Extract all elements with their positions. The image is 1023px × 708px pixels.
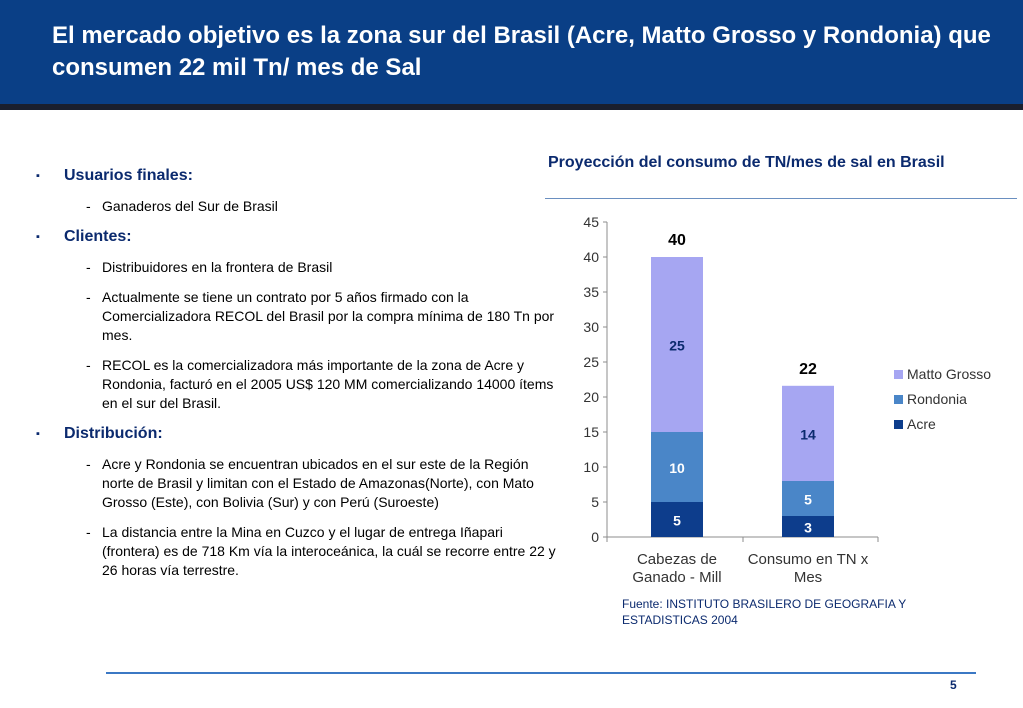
y-tick-label: 10 [583,459,599,475]
x-tick-label: Ganado - Mill [632,569,721,586]
bar-data-label: 25 [669,338,685,354]
bar-data-label: 10 [669,460,685,476]
slide-title: El mercado objetivo es la zona sur del B… [52,22,991,81]
sub-item-text: Actualmente se tiene un contrato por 5 a… [102,289,555,343]
section-heading: ▪ Usuarios finales: [36,166,556,185]
dash-marker: - [86,524,91,540]
sub-item: - Ganaderos del Sur de Brasil [36,197,556,216]
bullet-marker: ▪ [36,231,40,243]
section-heading-text: Distribución: [64,425,163,442]
sub-item-text: Ganaderos del Sur de Brasil [102,198,278,214]
dash-marker: - [86,289,91,305]
y-tick-label: 40 [583,249,599,265]
chart-title-divider [545,198,1017,199]
section-heading-text: Usuarios finales: [64,167,193,184]
legend-swatch [894,395,903,404]
sub-item-text: RECOL es la comercializadora más importa… [102,357,554,411]
legend-swatch [894,420,903,429]
sub-item-text: Acre y Rondonia se encuentran ubicados e… [102,456,534,510]
bar-segment-acre [782,516,834,537]
bar-segment-matto-grosso [782,385,834,481]
legend-label: Matto Grosso [907,366,991,382]
dash-marker: - [86,357,91,373]
dash-marker: - [86,259,91,275]
y-tick-label: 45 [583,214,599,230]
bar-segment-matto-grosso [651,257,703,432]
source-note: Fuente: INSTITUTO BRASILERO DE GEOGRAFIA… [622,597,907,627]
bar-data-label: 3 [804,520,812,536]
sub-item-text: Distribuidores en la frontera de Brasil [102,259,333,275]
sub-item: - RECOL es la comercializadora más import… [36,356,556,413]
y-tick-label: 0 [591,529,599,545]
y-tick-label: 35 [583,284,599,300]
bar-data-label: 5 [673,513,681,529]
bullet-marker: ▪ [36,428,40,440]
section-heading-text: Clientes: [64,228,132,245]
bullet-marker: ▪ [36,170,40,182]
y-tick-label: 30 [583,319,599,335]
dash-marker: - [86,456,91,472]
title-banner [0,0,1023,104]
chart-title: Proyección del consumo de TN/mes de sal … [548,154,945,171]
sub-item: - Acre y Rondonia se encuentran ubicados … [36,455,556,512]
legend-label: Rondonia [907,391,967,407]
footer-divider [106,672,976,674]
legend-label: Acre [907,416,936,432]
bullet-list: ▪ Usuarios finales: - Ganaderos del Sur de … [36,166,556,591]
x-tick-label: Consumo en TN x [748,551,869,568]
title-banner-underline [0,104,1023,110]
x-tick-label: Cabezas de [637,551,717,568]
section-heading: ▪ Clientes: [36,227,556,246]
y-tick-label: 5 [591,494,599,510]
bar-segment-acre [651,502,703,537]
legend-swatch [894,370,903,379]
bar-data-label: 5 [804,492,812,508]
y-tick-label: 25 [583,354,599,370]
sub-item: - Actualmente se tiene un contrato por 5 … [36,288,556,345]
y-tick-label: 15 [583,424,599,440]
y-tick-label: 20 [583,389,599,405]
bar-segment-rondonia [782,481,834,516]
page-number: 5 [950,678,957,692]
bar-segment-rondonia [651,432,703,502]
x-tick-label: Mes [794,569,822,586]
bar-data-label: 14 [800,426,816,442]
sub-item: - La distancia entre la Mina en Cuzco y e… [36,523,556,580]
dash-marker: - [86,198,91,214]
sub-item-text: La distancia entre la Mina en Cuzco y el… [102,524,556,578]
bar-total-label: 40 [668,232,686,249]
bar-total-label: 22 [799,361,817,378]
section-heading: ▪ Distribución: [36,424,556,443]
sub-item: - Distribuidores en la frontera de Brasil [36,258,556,277]
